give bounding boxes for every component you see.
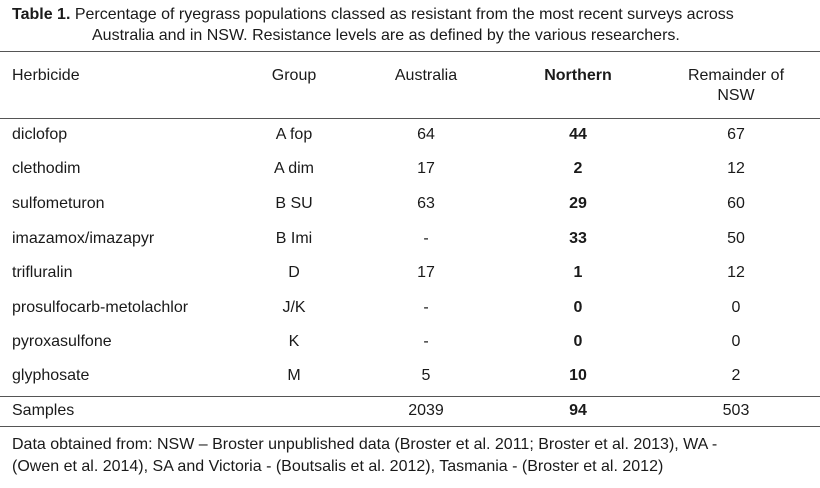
cell-remainder: 60 [727, 195, 745, 212]
header-group: Group [271, 67, 317, 84]
header-remainder: Remainder of NSW [664, 66, 808, 106]
cell-australia: 5 [421, 367, 431, 384]
cell-northern: 1 [573, 264, 583, 281]
cell-australia: 17 [417, 264, 435, 281]
footnote-line-1: Data obtained from: NSW – Broster unpubl… [12, 436, 718, 453]
cell-remainder: 0 [731, 299, 741, 316]
cell-herbicide: diclofop [12, 126, 68, 143]
samples-remainder: 503 [722, 402, 750, 419]
cell-herbicide: pyroxasulfone [12, 333, 112, 350]
cell-northern: 10 [569, 367, 587, 384]
cell-remainder: 50 [727, 230, 745, 247]
cell-group: A fop [275, 126, 313, 143]
cell-remainder: 12 [727, 160, 745, 177]
cell-australia: 63 [417, 195, 435, 212]
cell-remainder: 12 [727, 264, 745, 281]
cell-remainder: 0 [731, 333, 741, 350]
cell-herbicide: sulfometuron [12, 195, 105, 212]
header-herbicide: Herbicide [12, 67, 80, 84]
caption-text-2: Australia and in NSW. Resistance levels … [92, 27, 680, 44]
cell-northern: 0 [573, 333, 583, 350]
cell-northern: 2 [573, 160, 583, 177]
cell-herbicide: trifluralin [12, 264, 73, 281]
cell-herbicide: imazamox/imazapyr [12, 230, 155, 247]
cell-australia: 64 [417, 126, 435, 143]
cell-group: J/K [282, 299, 306, 316]
cell-australia: 17 [417, 160, 435, 177]
samples-rule [0, 396, 820, 397]
cell-herbicide: prosulfocarb-metolachlor [12, 299, 189, 316]
samples-australia: 2039 [408, 402, 444, 419]
samples-northern: 94 [569, 402, 587, 419]
table-bottom-rule [0, 426, 820, 427]
table-caption: Table 1. Percentage of ryegrass populati… [12, 4, 812, 46]
cell-remainder: 2 [731, 367, 741, 384]
footnote-line-2: (Owen et al. 2014), SA and Victoria - (B… [12, 458, 664, 475]
cell-group: A dim [273, 160, 314, 177]
header-australia: Australia [394, 67, 458, 84]
table-footnote: Data obtained from: NSW – Broster unpubl… [12, 434, 812, 478]
cell-herbicide: clethodim [12, 160, 81, 177]
header-remainder-line-2: NSW [717, 87, 755, 104]
cell-group: D [288, 264, 300, 281]
caption-line-1: Table 1. Percentage of ryegrass populati… [12, 4, 812, 25]
caption-label: Table 1. [12, 6, 71, 23]
cell-northern: 44 [569, 126, 587, 143]
header-northern: Northern [544, 67, 612, 84]
cell-australia: - [423, 299, 429, 316]
cell-herbicide: glyphosate [12, 367, 90, 384]
cell-group: K [288, 333, 300, 350]
cell-remainder: 67 [727, 126, 745, 143]
cell-northern: 0 [573, 299, 583, 316]
cell-australia: - [423, 230, 429, 247]
cell-australia: - [423, 333, 429, 350]
caption-text-1: Percentage of ryegrass populations class… [70, 6, 734, 23]
cell-group: B Imi [275, 230, 313, 247]
header-rule [0, 118, 820, 119]
samples-label: Samples [12, 402, 75, 419]
header-remainder-line-1: Remainder of [687, 67, 785, 84]
cell-northern: 33 [569, 230, 587, 247]
cell-group: M [287, 367, 301, 384]
cell-northern: 29 [569, 195, 587, 212]
cell-group: B SU [275, 195, 313, 212]
table-top-rule [0, 51, 820, 52]
